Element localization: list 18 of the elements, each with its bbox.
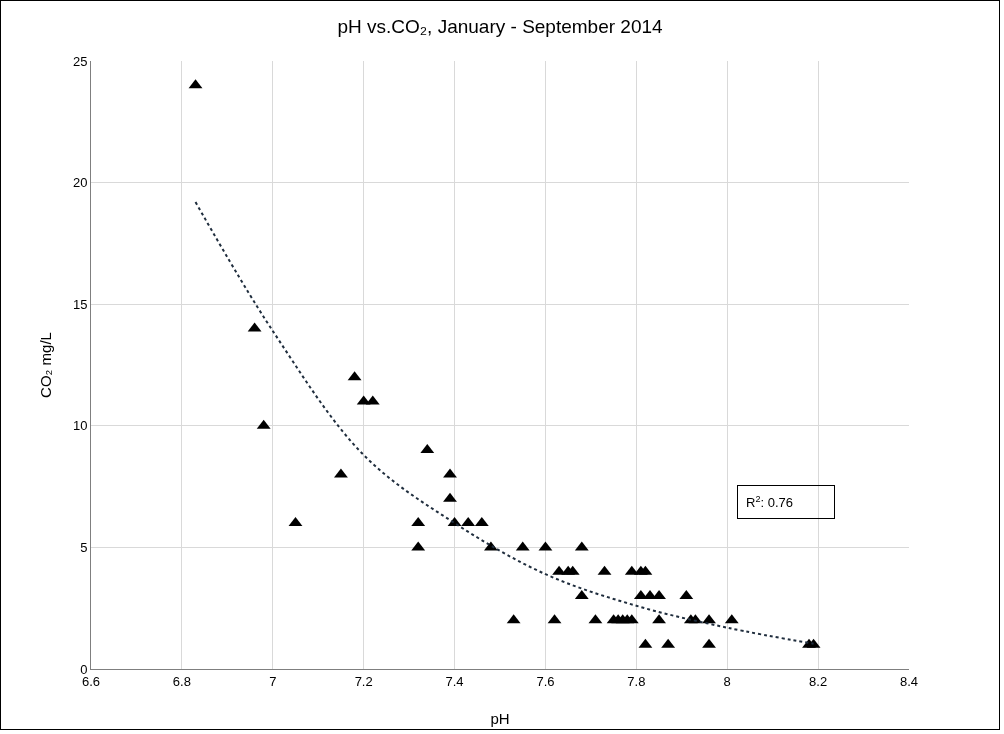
y-tick-label: 20 bbox=[72, 175, 88, 191]
y-tick-label: 5 bbox=[80, 539, 88, 555]
y-tick-label: 15 bbox=[72, 296, 88, 312]
x-tick-label: 7.8 bbox=[627, 673, 646, 689]
y-tick-label: 10 bbox=[72, 418, 88, 434]
chart-title: pH vs.CO₂, January - September 2014 bbox=[337, 15, 664, 37]
x-tick-label: 7 bbox=[269, 673, 277, 689]
x-tick-label: 8 bbox=[723, 673, 731, 689]
x-tick-label: 7.2 bbox=[354, 673, 373, 689]
x-tick-label: 6.8 bbox=[172, 673, 191, 689]
y-tick-label: 25 bbox=[72, 53, 88, 69]
x-axis-title: pH bbox=[490, 710, 510, 727]
y-axis-title: CO₂ mg/L bbox=[37, 332, 54, 398]
x-tick-label: 8.2 bbox=[809, 673, 828, 689]
x-tick-label: 7.6 bbox=[536, 673, 555, 689]
x-tick-label: 8.4 bbox=[899, 673, 919, 689]
x-tick-label: 7.4 bbox=[445, 673, 464, 689]
annotation: R$^{2}$: 0.76 bbox=[746, 494, 793, 511]
